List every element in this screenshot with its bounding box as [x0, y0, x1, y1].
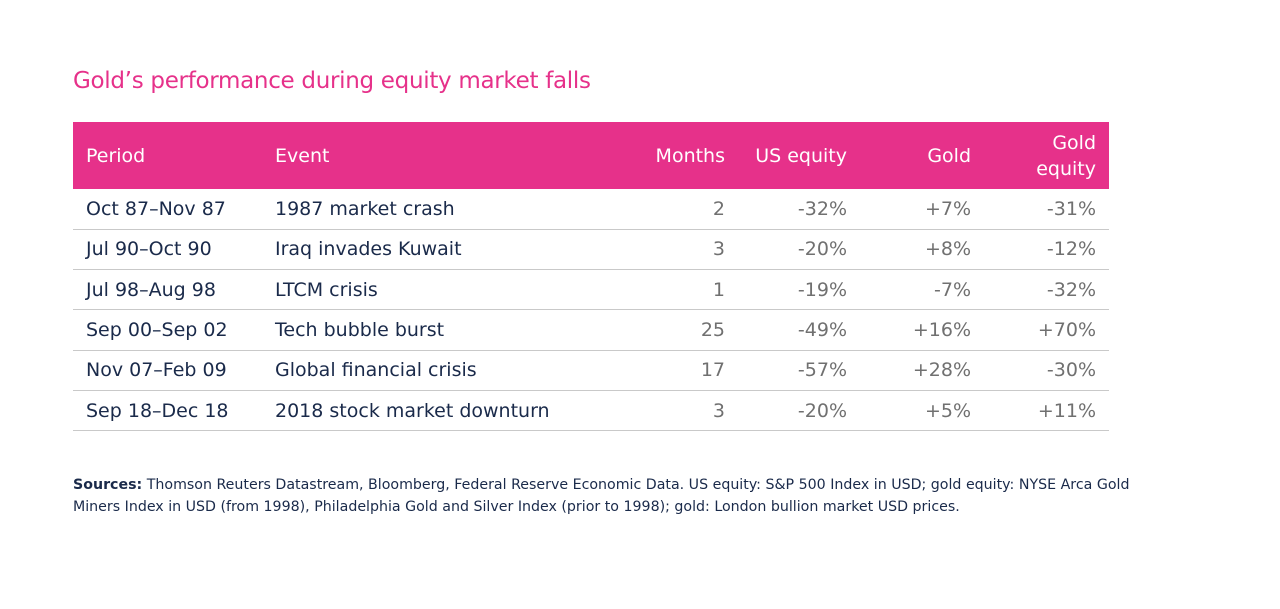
- cell-us-equity: -32%: [797, 197, 847, 220]
- header-period: Period: [86, 144, 146, 167]
- cell-period: Sep 18–Dec 18: [86, 399, 229, 422]
- cell-event: LTCM crisis: [275, 278, 378, 301]
- cell-event: Global financial crisis: [275, 359, 477, 382]
- cell-event: Iraq invades Kuwait: [275, 238, 462, 261]
- cell-period: Oct 87–Nov 87: [86, 197, 226, 220]
- cell-months: 17: [700, 359, 725, 382]
- cell-period: Jul 90–Oct 90: [86, 238, 212, 261]
- cell-us-equity: -20%: [797, 399, 847, 422]
- cell-us-equity: -57%: [797, 359, 847, 382]
- cell-gold: +28%: [912, 359, 971, 382]
- cell-period: Nov 07–Feb 09: [86, 359, 227, 382]
- header-gold: Gold: [927, 144, 971, 167]
- page-title: Gold’s performance during equity market …: [73, 68, 591, 94]
- table-header-row: Period Event Months US equity Gold Gold …: [73, 122, 1109, 189]
- cell-us-equity: -19%: [797, 278, 847, 301]
- cell-period: Sep 00–Sep 02: [86, 319, 228, 342]
- cell-period: Jul 98–Aug 98: [86, 278, 216, 301]
- cell-event: Tech bubble burst: [275, 319, 445, 342]
- header-gold-equity-line1: Gold: [1052, 131, 1096, 154]
- cell-gold-equity: -30%: [1046, 359, 1096, 382]
- sources-note: Sources: Thomson Reuters Datastream, Blo…: [73, 474, 1153, 518]
- cell-gold-equity: +11%: [1037, 399, 1096, 422]
- table-row: Sep 00–Sep 02 Tech bubble burst 25 -49% …: [73, 310, 1109, 351]
- cell-gold: +5%: [924, 399, 971, 422]
- cell-gold-equity: +70%: [1037, 319, 1096, 342]
- cell-months: 25: [700, 319, 725, 342]
- header-gold-equity: Gold equity: [984, 122, 1109, 189]
- sources-label: Sources:: [73, 477, 143, 493]
- performance-table: Period Event Months US equity Gold Gold …: [73, 122, 1109, 431]
- cell-months: 3: [712, 399, 725, 422]
- cell-months: 1: [712, 278, 725, 301]
- cell-gold: +7%: [924, 197, 971, 220]
- table-row: Jul 98–Aug 98 LTCM crisis 1 -19% -7% -32…: [73, 270, 1109, 310]
- table-row: Jul 90–Oct 90 Iraq invades Kuwait 3 -20%…: [73, 229, 1109, 270]
- header-us-equity: US equity: [755, 144, 847, 167]
- cell-gold: -7%: [934, 278, 971, 301]
- cell-us-equity: -20%: [797, 238, 847, 261]
- cell-gold: +8%: [924, 238, 971, 261]
- cell-gold-equity: -31%: [1046, 197, 1096, 220]
- cell-event: 1987 market crash: [275, 197, 455, 220]
- table-row: Sep 18–Dec 18 2018 stock market downturn…: [73, 390, 1109, 431]
- cell-gold: +16%: [912, 319, 971, 342]
- sources-text: Thomson Reuters Datastream, Bloomberg, F…: [73, 477, 1130, 515]
- header-event: Event: [275, 144, 330, 167]
- table-row: Nov 07–Feb 09 Global financial crisis 17…: [73, 350, 1109, 391]
- cell-gold-equity: -12%: [1046, 238, 1096, 261]
- cell-us-equity: -49%: [797, 319, 847, 342]
- cell-event: 2018 stock market downturn: [275, 399, 550, 422]
- table-row: Oct 87–Nov 87 1987 market crash 2 -32% +…: [73, 189, 1109, 230]
- cell-gold-equity: -32%: [1046, 278, 1096, 301]
- header-gold-equity-line2: equity: [1036, 157, 1096, 180]
- cell-months: 3: [712, 238, 725, 261]
- header-months: Months: [655, 144, 725, 167]
- cell-months: 2: [712, 197, 725, 220]
